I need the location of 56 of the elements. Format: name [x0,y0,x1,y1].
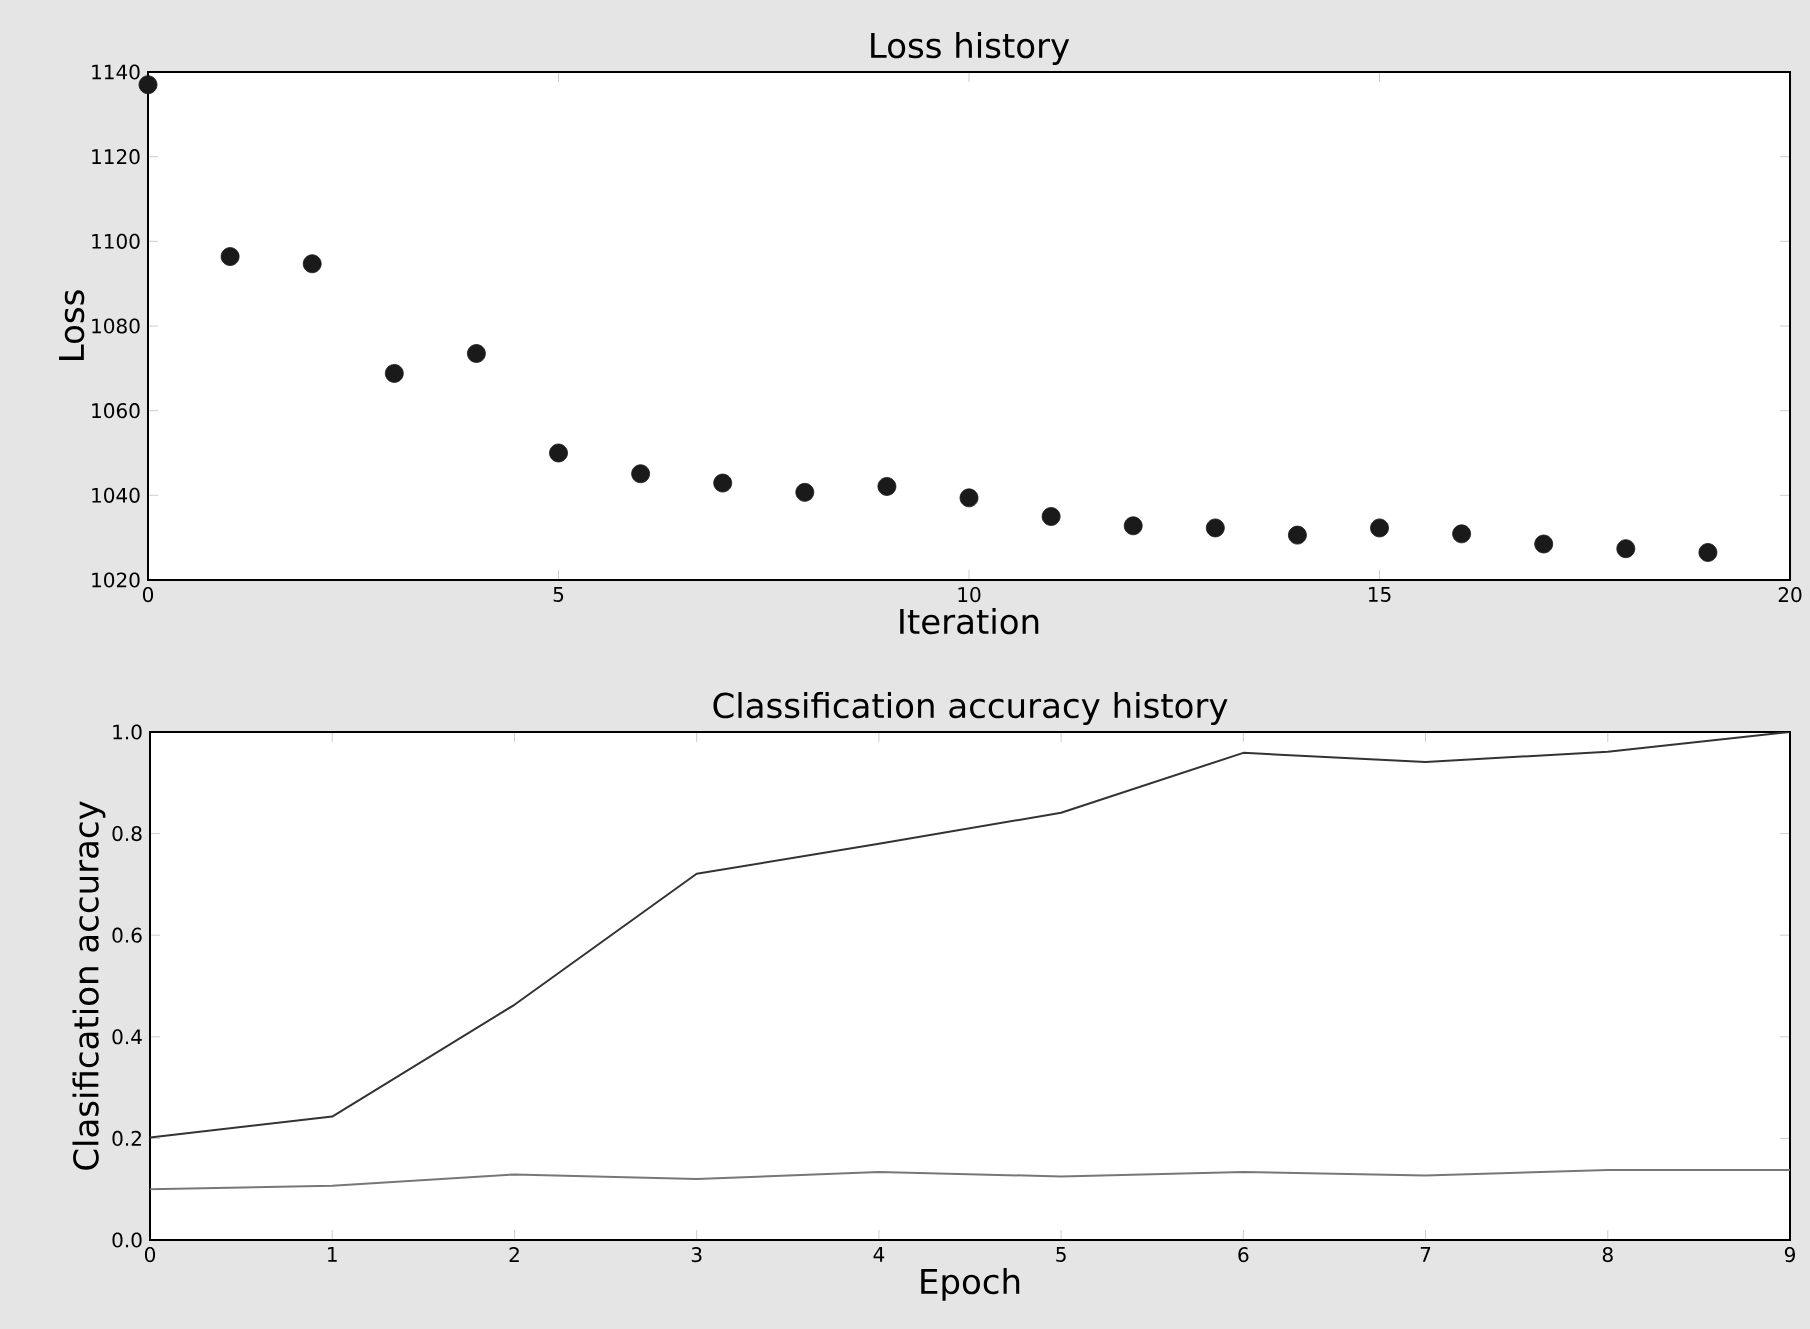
point [713,473,733,493]
x-tick-label: 2 [509,1247,519,1262]
x-tick-label: 7 [1420,1247,1431,1262]
point [1534,534,1554,554]
line-series [150,1168,1790,1191]
point [138,75,158,95]
y-tick-label: 0.6 [112,927,142,943]
y-tick-label: 0.2 [112,1130,141,1146]
x-tick-label: 4 [873,1247,885,1262]
x-tick-label: 5 [553,587,564,602]
chart-title: Loss history [871,32,1070,65]
point [1288,525,1307,545]
x-tick-label: 20 [1778,587,1802,603]
x-tick-label: 15 [1368,587,1391,602]
point [1123,516,1143,536]
x-tick-label: 0 [142,587,154,603]
point [384,364,404,383]
point [1698,543,1718,562]
chart-title: Classification accuracy history [713,692,1228,725]
point [549,443,568,463]
y-tick-label: 0.4 [112,1029,142,1045]
x-tick-label: 9 [1784,1247,1795,1263]
y-tick-label: 1020 [92,572,140,588]
x-tick-label: 8 [1602,1247,1613,1263]
y-tick-label: 1120 [92,149,140,165]
point [467,344,486,363]
x-tick-label: 5 [1056,1247,1066,1262]
x-tick-label: 6 [1238,1247,1249,1263]
point [795,482,815,502]
y-tick-label: 1140 [92,64,140,80]
line-series [150,732,1790,1139]
y-tick-label: 0.8 [112,826,142,842]
point [1205,518,1225,538]
point [631,464,651,484]
point [1041,507,1061,526]
y-tick-label: 1040 [92,487,140,503]
y-tick-label: 1080 [92,318,140,334]
x-tick-label: 3 [691,1247,702,1263]
x-tick-label: 0 [144,1247,156,1263]
y-tick-label: 0.0 [112,1232,142,1248]
y-tick-label: 1060 [92,403,140,419]
point [877,477,897,496]
y-axis-title: Loss [59,290,85,360]
y-tick-label: 1100 [92,233,140,249]
x-tick-label: 10 [958,587,981,603]
x-axis-title: Epoch [921,1267,1020,1301]
x-axis-title: Iteration [900,607,1039,635]
point [302,254,322,274]
y-axis-title: Clasification accuracy [72,801,106,1170]
point [959,488,979,508]
x-tick-label: 1 [328,1247,337,1262]
point [1452,524,1472,544]
point [1370,518,1389,538]
y-tick-label: 1.0 [113,724,142,740]
point [1616,539,1636,559]
point [220,247,240,266]
